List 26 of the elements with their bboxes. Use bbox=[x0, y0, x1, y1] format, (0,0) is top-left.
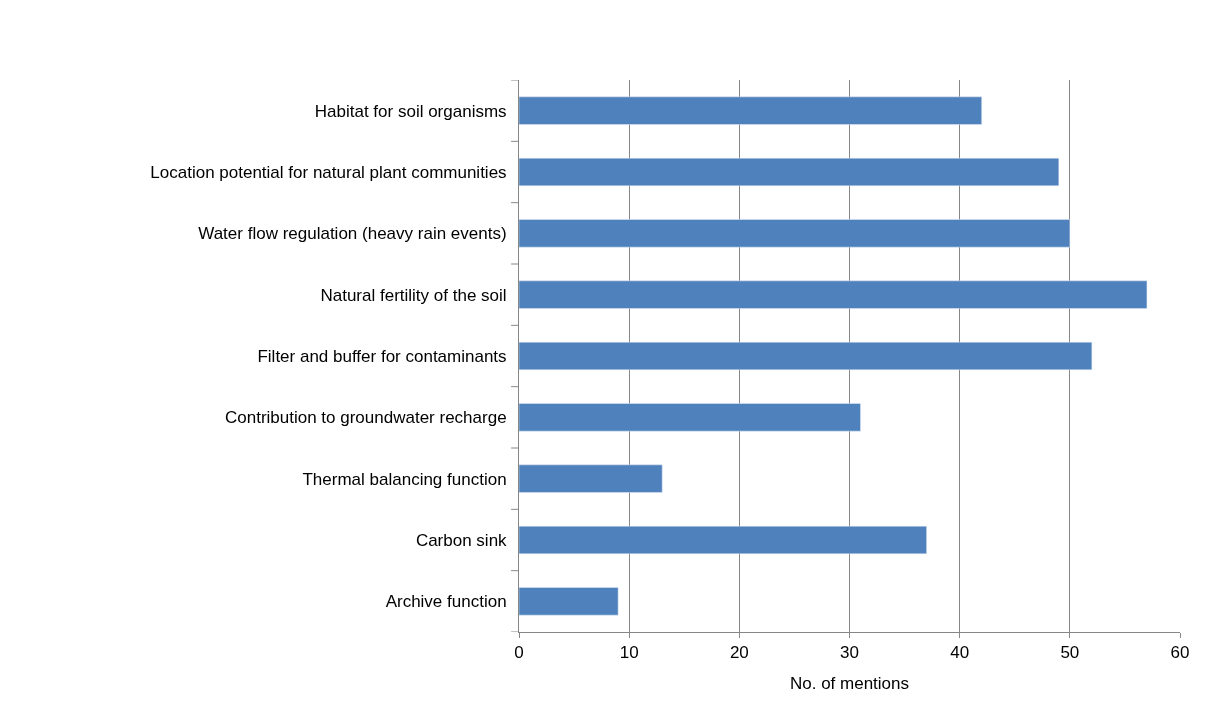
bar bbox=[519, 587, 619, 616]
bar bbox=[519, 96, 982, 125]
x-tick-label: 60 bbox=[1170, 643, 1190, 663]
bar bbox=[519, 280, 1148, 309]
y-tick-label: Water flow regulation (heavy rain events) bbox=[198, 224, 507, 244]
bar bbox=[519, 403, 861, 432]
bar bbox=[519, 341, 1093, 371]
y-tick-label: Contribution to groundwater recharge bbox=[224, 408, 507, 428]
y-tick-label: Thermal balancing function bbox=[302, 469, 507, 489]
x-tick-label: 30 bbox=[840, 643, 859, 663]
bar bbox=[519, 525, 927, 555]
y-tick-label: Filter and buffer for contaminants bbox=[257, 346, 507, 366]
x-tick-label: 40 bbox=[950, 643, 970, 663]
bar bbox=[519, 219, 1071, 248]
x-tick-label: 50 bbox=[1060, 643, 1080, 663]
y-tick-label: Habitat for soil organisms bbox=[314, 101, 507, 121]
x-axis-title: No. of mentions bbox=[789, 673, 910, 693]
y-tick-label: Carbon sink bbox=[415, 530, 508, 550]
x-tick-label: 0 bbox=[514, 643, 524, 663]
y-tick-label: Archive function bbox=[385, 592, 507, 612]
x-tick-label: 10 bbox=[619, 643, 639, 663]
x-tick-label: 20 bbox=[729, 643, 749, 663]
y-tick-label: Natural fertility of the soil bbox=[320, 285, 507, 305]
bar bbox=[519, 464, 663, 493]
y-tick-label: Location potential for natural plant communities bbox=[150, 162, 507, 182]
bar bbox=[519, 157, 1060, 187]
